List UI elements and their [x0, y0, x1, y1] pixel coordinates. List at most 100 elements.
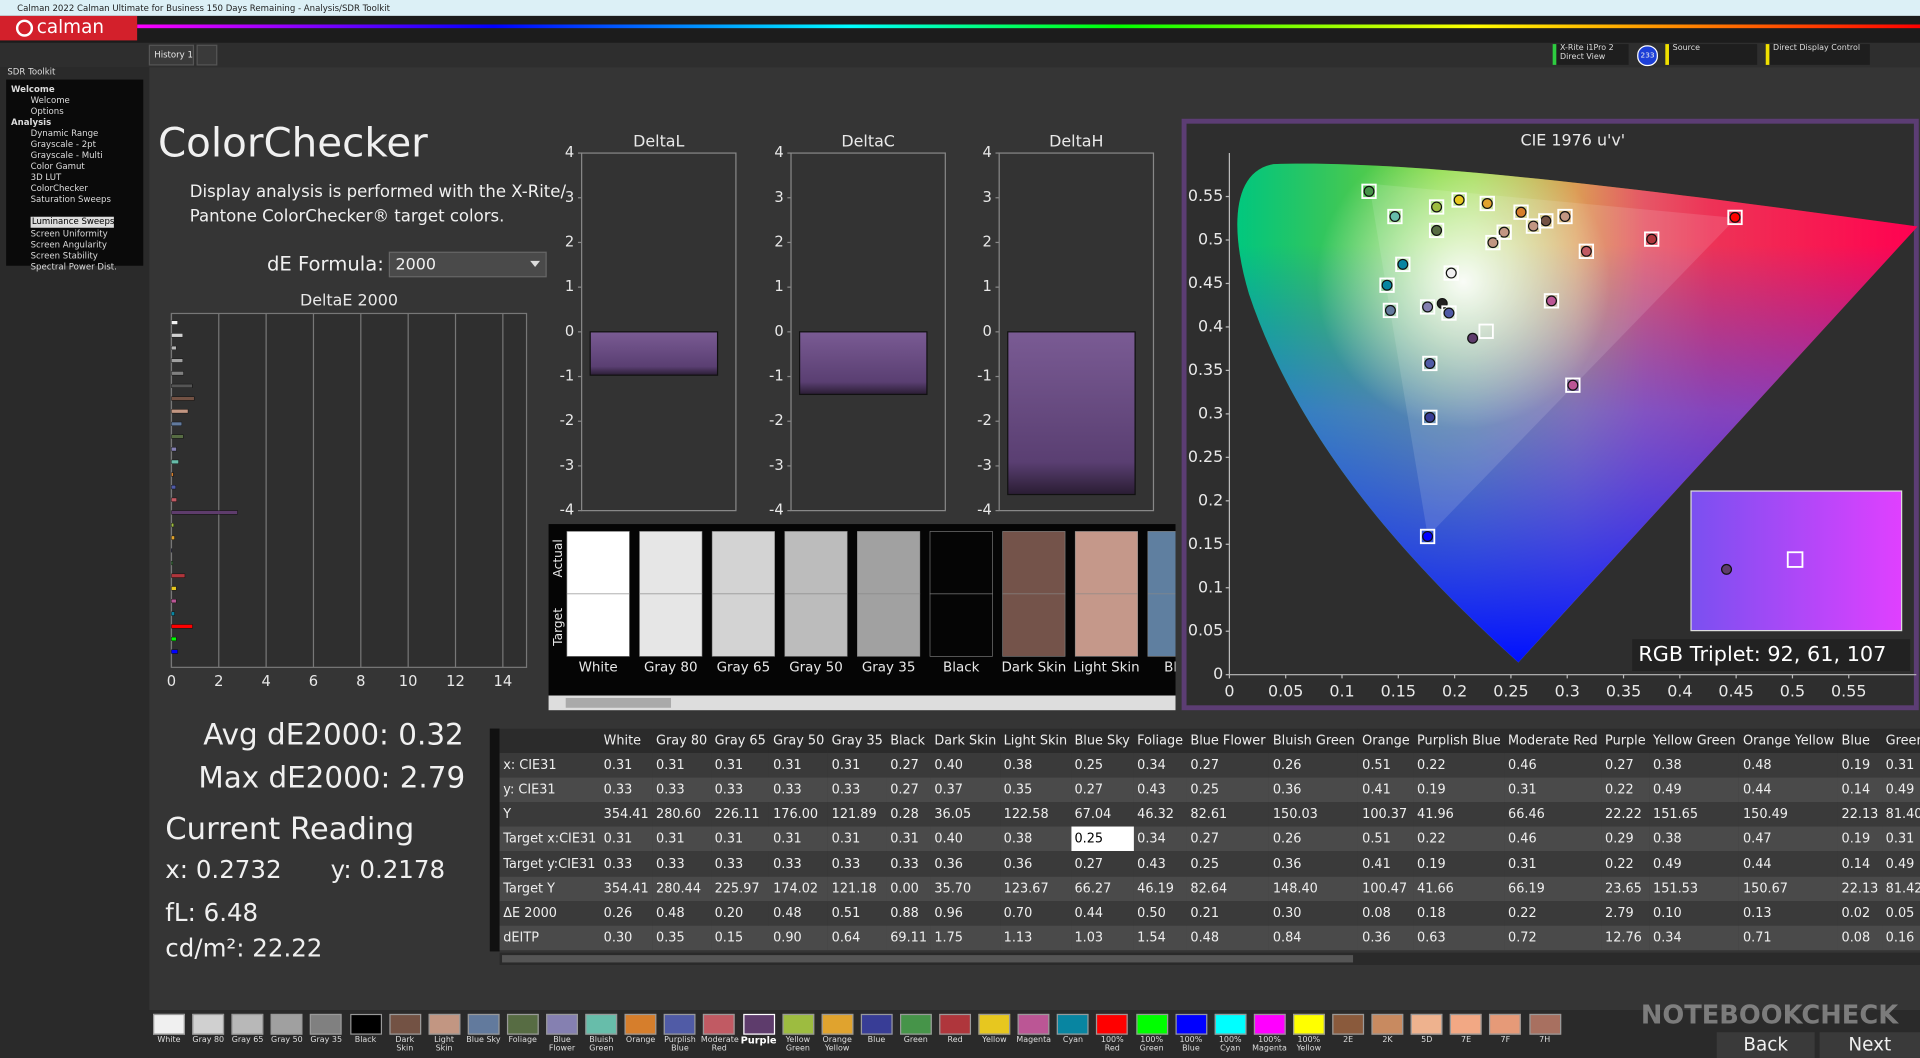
table-cell[interactable]: 354.41: [603, 807, 649, 823]
tree-item[interactable]: Screen Uniformity: [30, 228, 108, 239]
table-cell[interactable]: 46.19: [1137, 881, 1174, 896]
table-cell[interactable]: 0.22: [1605, 782, 1634, 798]
table-cell[interactable]: 0.33: [831, 856, 861, 872]
table-cell[interactable]: 0.43: [1137, 856, 1166, 872]
bar-swatch[interactable]: Light Skin: [428, 1013, 461, 1053]
table-cell[interactable]: 0.44: [1074, 905, 1104, 921]
table-cell[interactable]: 0.22: [1417, 758, 1446, 773]
table-cell[interactable]: 0.49: [1885, 782, 1915, 798]
bar-swatch[interactable]: 100% Cyan: [1214, 1013, 1247, 1053]
table-cell[interactable]: 0.49: [1653, 782, 1682, 798]
table-cell[interactable]: 0.31: [773, 831, 802, 847]
table-cell[interactable]: 22.13: [1841, 807, 1879, 823]
table-cell[interactable]: 1.75: [934, 930, 964, 946]
bar-swatch[interactable]: Bluish Green: [585, 1013, 618, 1053]
row-header[interactable]: ΔE 2000: [503, 905, 558, 921]
table-cell[interactable]: 0.48: [1742, 758, 1772, 773]
table-cell[interactable]: 0.33: [603, 782, 633, 798]
table-cell[interactable]: 0.41: [1362, 782, 1391, 798]
table-cell[interactable]: 82.64: [1190, 881, 1228, 896]
table-cell[interactable]: 0.36: [1003, 856, 1033, 872]
table-cell[interactable]: 0.38: [1653, 831, 1682, 847]
table-cell[interactable]: 81.42: [1885, 881, 1920, 896]
tree-item[interactable]: Grayscale - 2pt: [30, 139, 96, 150]
table-cell[interactable]: 0.84: [1272, 930, 1302, 946]
table-cell[interactable]: 0.90: [773, 930, 802, 946]
bar-swatch[interactable]: 5D: [1410, 1013, 1443, 1045]
formula-value[interactable]: 2000: [395, 255, 437, 275]
table-cell[interactable]: 0.31: [1885, 831, 1915, 847]
next-button[interactable]: Next: [1819, 1032, 1920, 1058]
bar-swatch[interactable]: Red: [939, 1013, 972, 1045]
table-cell[interactable]: 46.32: [1137, 807, 1174, 823]
table-cell[interactable]: 226.11: [714, 807, 760, 823]
table-cell[interactable]: 0.33: [656, 782, 685, 798]
table-cell[interactable]: 0.31: [656, 831, 685, 847]
table-cell[interactable]: 0.27: [1074, 856, 1104, 872]
table-cell[interactable]: 0.72: [1508, 930, 1537, 946]
table-cell[interactable]: 0.18: [1417, 905, 1446, 921]
table-cell[interactable]: 0.31: [1885, 758, 1915, 773]
table-cell[interactable]: 35.70: [934, 881, 972, 896]
tree-item[interactable]: Screen Angularity: [30, 240, 107, 250]
table-cell[interactable]: 100.47: [1362, 881, 1408, 896]
bar-swatch[interactable]: 7F: [1489, 1013, 1522, 1045]
table-cell[interactable]: 0.26: [603, 905, 633, 921]
table-cell[interactable]: 0.02: [1841, 905, 1871, 921]
display-control[interactable]: Direct Display Control: [1765, 43, 1870, 65]
table-cell[interactable]: 176.00: [773, 807, 819, 823]
table-cell[interactable]: 1.13: [1003, 930, 1033, 946]
table-cell[interactable]: 1.03: [1074, 930, 1104, 946]
table-cell[interactable]: 123.67: [1003, 881, 1049, 896]
table-cell[interactable]: 0.33: [714, 782, 744, 798]
table-cell[interactable]: 1.54: [1137, 930, 1166, 946]
bar-swatch[interactable]: Yellow Green: [781, 1013, 814, 1053]
table-cell[interactable]: 82.61: [1190, 807, 1228, 823]
table-cell[interactable]: 0.08: [1841, 930, 1871, 946]
table-cell[interactable]: 0.10: [1653, 905, 1682, 921]
table-cell[interactable]: 150.49: [1742, 807, 1788, 823]
table-cell[interactable]: 0.71: [1742, 930, 1772, 946]
table-cell[interactable]: 0.34: [1137, 831, 1166, 847]
bar-swatch[interactable]: 100% Blue: [1175, 1013, 1207, 1053]
table-cell[interactable]: 0.44: [1742, 856, 1772, 872]
table-cell[interactable]: 174.02: [773, 881, 819, 896]
bar-swatch[interactable]: Yellow: [978, 1013, 1011, 1045]
table-cell[interactable]: 0.37: [934, 782, 964, 798]
table-cell[interactable]: 0.33: [656, 856, 685, 872]
table-cell[interactable]: 121.89: [831, 807, 877, 823]
bar-swatch[interactable]: 2E: [1332, 1013, 1365, 1045]
table-cell[interactable]: 121.18: [831, 881, 877, 896]
bar-swatch[interactable]: Foliage: [506, 1013, 539, 1045]
tree-item[interactable]: Luminance Sweeps: [30, 216, 115, 228]
bar-swatch[interactable]: Magenta: [1016, 1013, 1051, 1045]
table-cell[interactable]: 0.22: [1508, 905, 1537, 921]
table-cell[interactable]: 36.05: [934, 807, 972, 823]
table-cell[interactable]: 0.22: [1605, 856, 1634, 872]
table-cell[interactable]: 0.48: [656, 905, 685, 921]
table-cell[interactable]: 23.65: [1605, 881, 1642, 896]
table-cell[interactable]: 0.48: [1190, 930, 1220, 946]
table-cell[interactable]: 0.36: [1272, 782, 1302, 798]
table-cell[interactable]: 0.31: [603, 831, 633, 847]
row-header[interactable]: Target Y: [503, 881, 556, 896]
tree-item[interactable]: Welcome: [30, 95, 70, 106]
table-cell[interactable]: 0.14: [1841, 856, 1871, 872]
table-cell[interactable]: 0.31: [1508, 782, 1537, 798]
table-cell[interactable]: 0.34: [1137, 758, 1166, 773]
table-cell[interactable]: 0.49: [1885, 856, 1915, 872]
table-cell[interactable]: 0.33: [714, 856, 744, 872]
table-cell[interactable]: 280.44: [656, 881, 702, 896]
table-cell[interactable]: 0.40: [934, 758, 964, 773]
table-cell[interactable]: 0.64: [831, 930, 861, 946]
add-tab[interactable]: [196, 44, 218, 66]
table-cell[interactable]: 0.46: [1508, 831, 1537, 847]
source-control[interactable]: Source: [1665, 43, 1758, 65]
table-cell[interactable]: 148.40: [1272, 881, 1318, 896]
row-header[interactable]: Target y:CIE31: [503, 856, 596, 872]
table-cell[interactable]: 0.31: [831, 831, 861, 847]
table-cell[interactable]: 69.11: [890, 930, 928, 946]
table-cell[interactable]: 0.27: [1074, 782, 1104, 798]
swatch-scrollbar[interactable]: [548, 695, 1176, 711]
bar-swatch[interactable]: Gray 50: [270, 1013, 303, 1045]
